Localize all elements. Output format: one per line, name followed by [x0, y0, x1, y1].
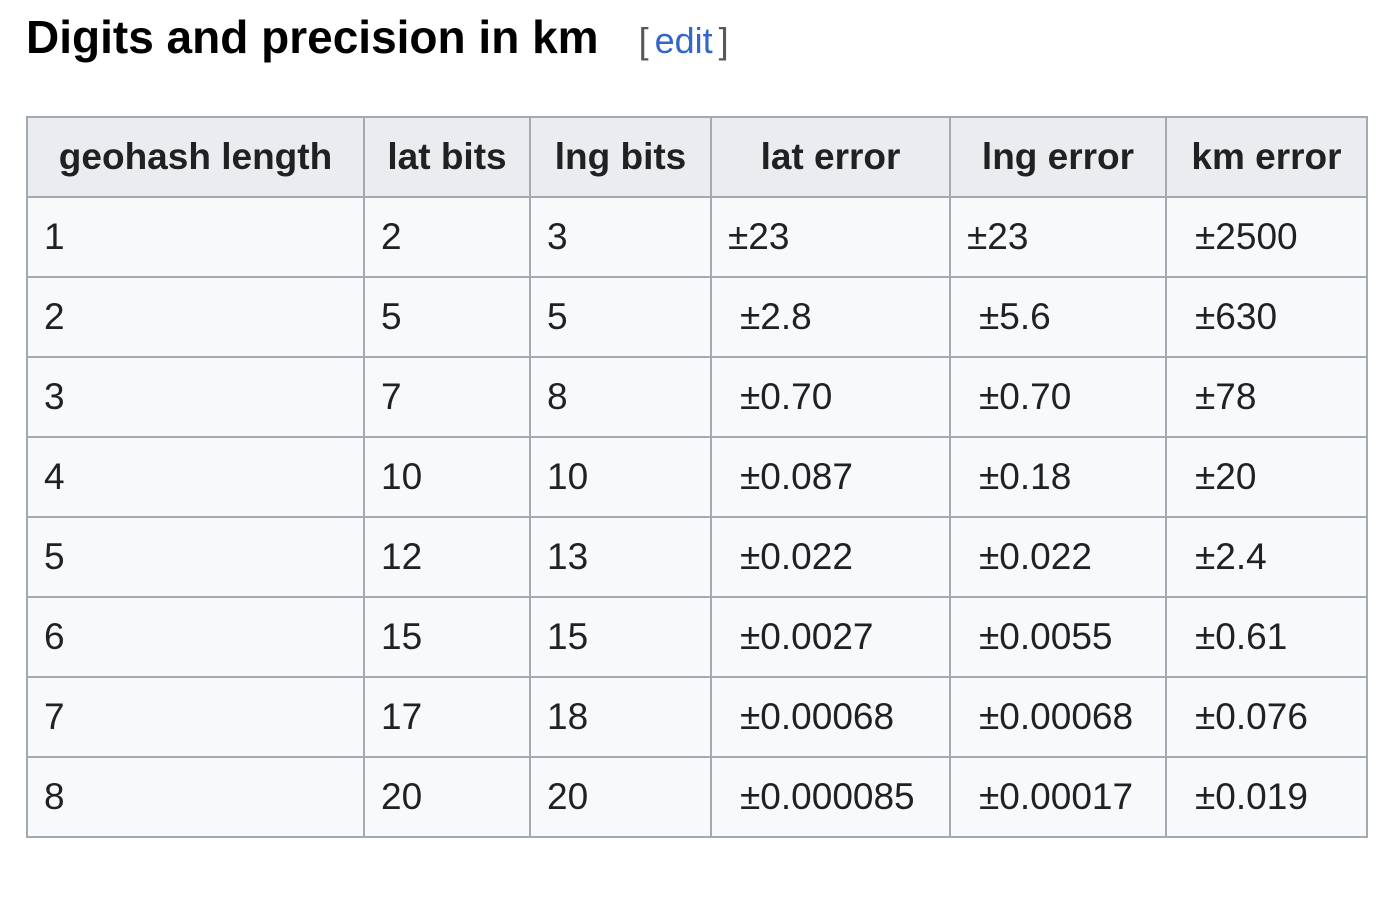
table-row: 7 17 18 ±0.00068 ±0.00068 ±0.076	[26, 676, 1368, 758]
column-header-lng-bits: lng bits	[529, 116, 712, 198]
table-header: geohash length lat bits lng bits lat err…	[26, 116, 1368, 198]
section-heading: Digits and precision in km [edit]	[26, 8, 729, 66]
section-title: Digits and precision in km	[26, 11, 599, 63]
table-row: 1 2 3 ±23 ±23 ±2500	[26, 196, 1368, 278]
lng-error-cell: ±0.022	[949, 516, 1167, 598]
lat-error-cell: ±0.022	[710, 516, 951, 598]
table-row: 3 7 8 ±0.70 ±0.70 ±78	[26, 356, 1368, 438]
lat-error-cell: ±0.087	[710, 436, 951, 518]
lat-bits-cell: 12	[363, 516, 531, 598]
lat-error-cell: ±0.0027	[710, 596, 951, 678]
lat-bits-cell: 15	[363, 596, 531, 678]
precision-table: geohash length lat bits lng bits lat err…	[26, 116, 1368, 838]
lat-bits-cell: 7	[363, 356, 531, 438]
lat-error-cell: ±23	[710, 196, 951, 278]
geohash-length-cell: 8	[26, 756, 365, 838]
table-body: 1 2 3 ±23 ±23 ±2500 2 5 5 ±2.8 ±5.6 ±630 3 7 8 ±0.70 ±0.…	[26, 196, 1368, 838]
edit-bracket-close: ]	[718, 20, 729, 61]
geohash-length-cell: 5	[26, 516, 365, 598]
lng-error-cell: ±0.00017	[949, 756, 1167, 838]
km-error-cell: ±20	[1165, 436, 1368, 518]
lat-error-cell: ±2.8	[710, 276, 951, 358]
column-header-lng-error: lng error	[949, 116, 1167, 198]
lng-bits-cell: 13	[529, 516, 712, 598]
column-header-lat-error: lat error	[710, 116, 951, 198]
km-error-cell: ±630	[1165, 276, 1368, 358]
lng-bits-cell: 8	[529, 356, 712, 438]
geohash-length-cell: 6	[26, 596, 365, 678]
lat-bits-cell: 10	[363, 436, 531, 518]
lat-error-cell: ±0.000085	[710, 756, 951, 838]
edit-link[interactable]: edit	[654, 20, 713, 61]
km-error-cell: ±2.4	[1165, 516, 1368, 598]
geohash-length-cell: 4	[26, 436, 365, 518]
km-error-cell: ±0.019	[1165, 756, 1368, 838]
table-row: 6 15 15 ±0.0027 ±0.0055 ±0.61	[26, 596, 1368, 678]
lng-bits-cell: 3	[529, 196, 712, 278]
lng-error-cell: ±23	[949, 196, 1167, 278]
table-row: 2 5 5 ±2.8 ±5.6 ±630	[26, 276, 1368, 358]
header-row: geohash length lat bits lng bits lat err…	[26, 116, 1368, 198]
km-error-cell: ±2500	[1165, 196, 1368, 278]
lng-bits-cell: 15	[529, 596, 712, 678]
lng-error-cell: ±5.6	[949, 276, 1167, 358]
geohash-length-cell: 7	[26, 676, 365, 758]
lat-error-cell: ±0.00068	[710, 676, 951, 758]
column-header-lat-bits: lat bits	[363, 116, 531, 198]
lng-error-cell: ±0.70	[949, 356, 1167, 438]
lat-bits-cell: 17	[363, 676, 531, 758]
lng-error-cell: ±0.00068	[949, 676, 1167, 758]
lat-bits-cell: 2	[363, 196, 531, 278]
lng-error-cell: ±0.0055	[949, 596, 1167, 678]
lng-bits-cell: 20	[529, 756, 712, 838]
lat-bits-cell: 20	[363, 756, 531, 838]
edit-bracket-open: [	[638, 20, 649, 61]
lng-bits-cell: 18	[529, 676, 712, 758]
edit-section: [edit]	[639, 20, 729, 62]
geohash-length-cell: 2	[26, 276, 365, 358]
table-row: 5 12 13 ±0.022 ±0.022 ±2.4	[26, 516, 1368, 598]
lng-error-cell: ±0.18	[949, 436, 1167, 518]
column-header-km-error: km error	[1165, 116, 1368, 198]
lat-bits-cell: 5	[363, 276, 531, 358]
table-row: 4 10 10 ±0.087 ±0.18 ±20	[26, 436, 1368, 518]
km-error-cell: ±0.076	[1165, 676, 1368, 758]
geohash-length-cell: 1	[26, 196, 365, 278]
km-error-cell: ±0.61	[1165, 596, 1368, 678]
column-header-geohash-length: geohash length	[26, 116, 365, 198]
lng-bits-cell: 10	[529, 436, 712, 518]
lng-bits-cell: 5	[529, 276, 712, 358]
table-row: 8 20 20 ±0.000085 ±0.00017 ±0.019	[26, 756, 1368, 838]
lat-error-cell: ±0.70	[710, 356, 951, 438]
geohash-length-cell: 3	[26, 356, 365, 438]
km-error-cell: ±78	[1165, 356, 1368, 438]
